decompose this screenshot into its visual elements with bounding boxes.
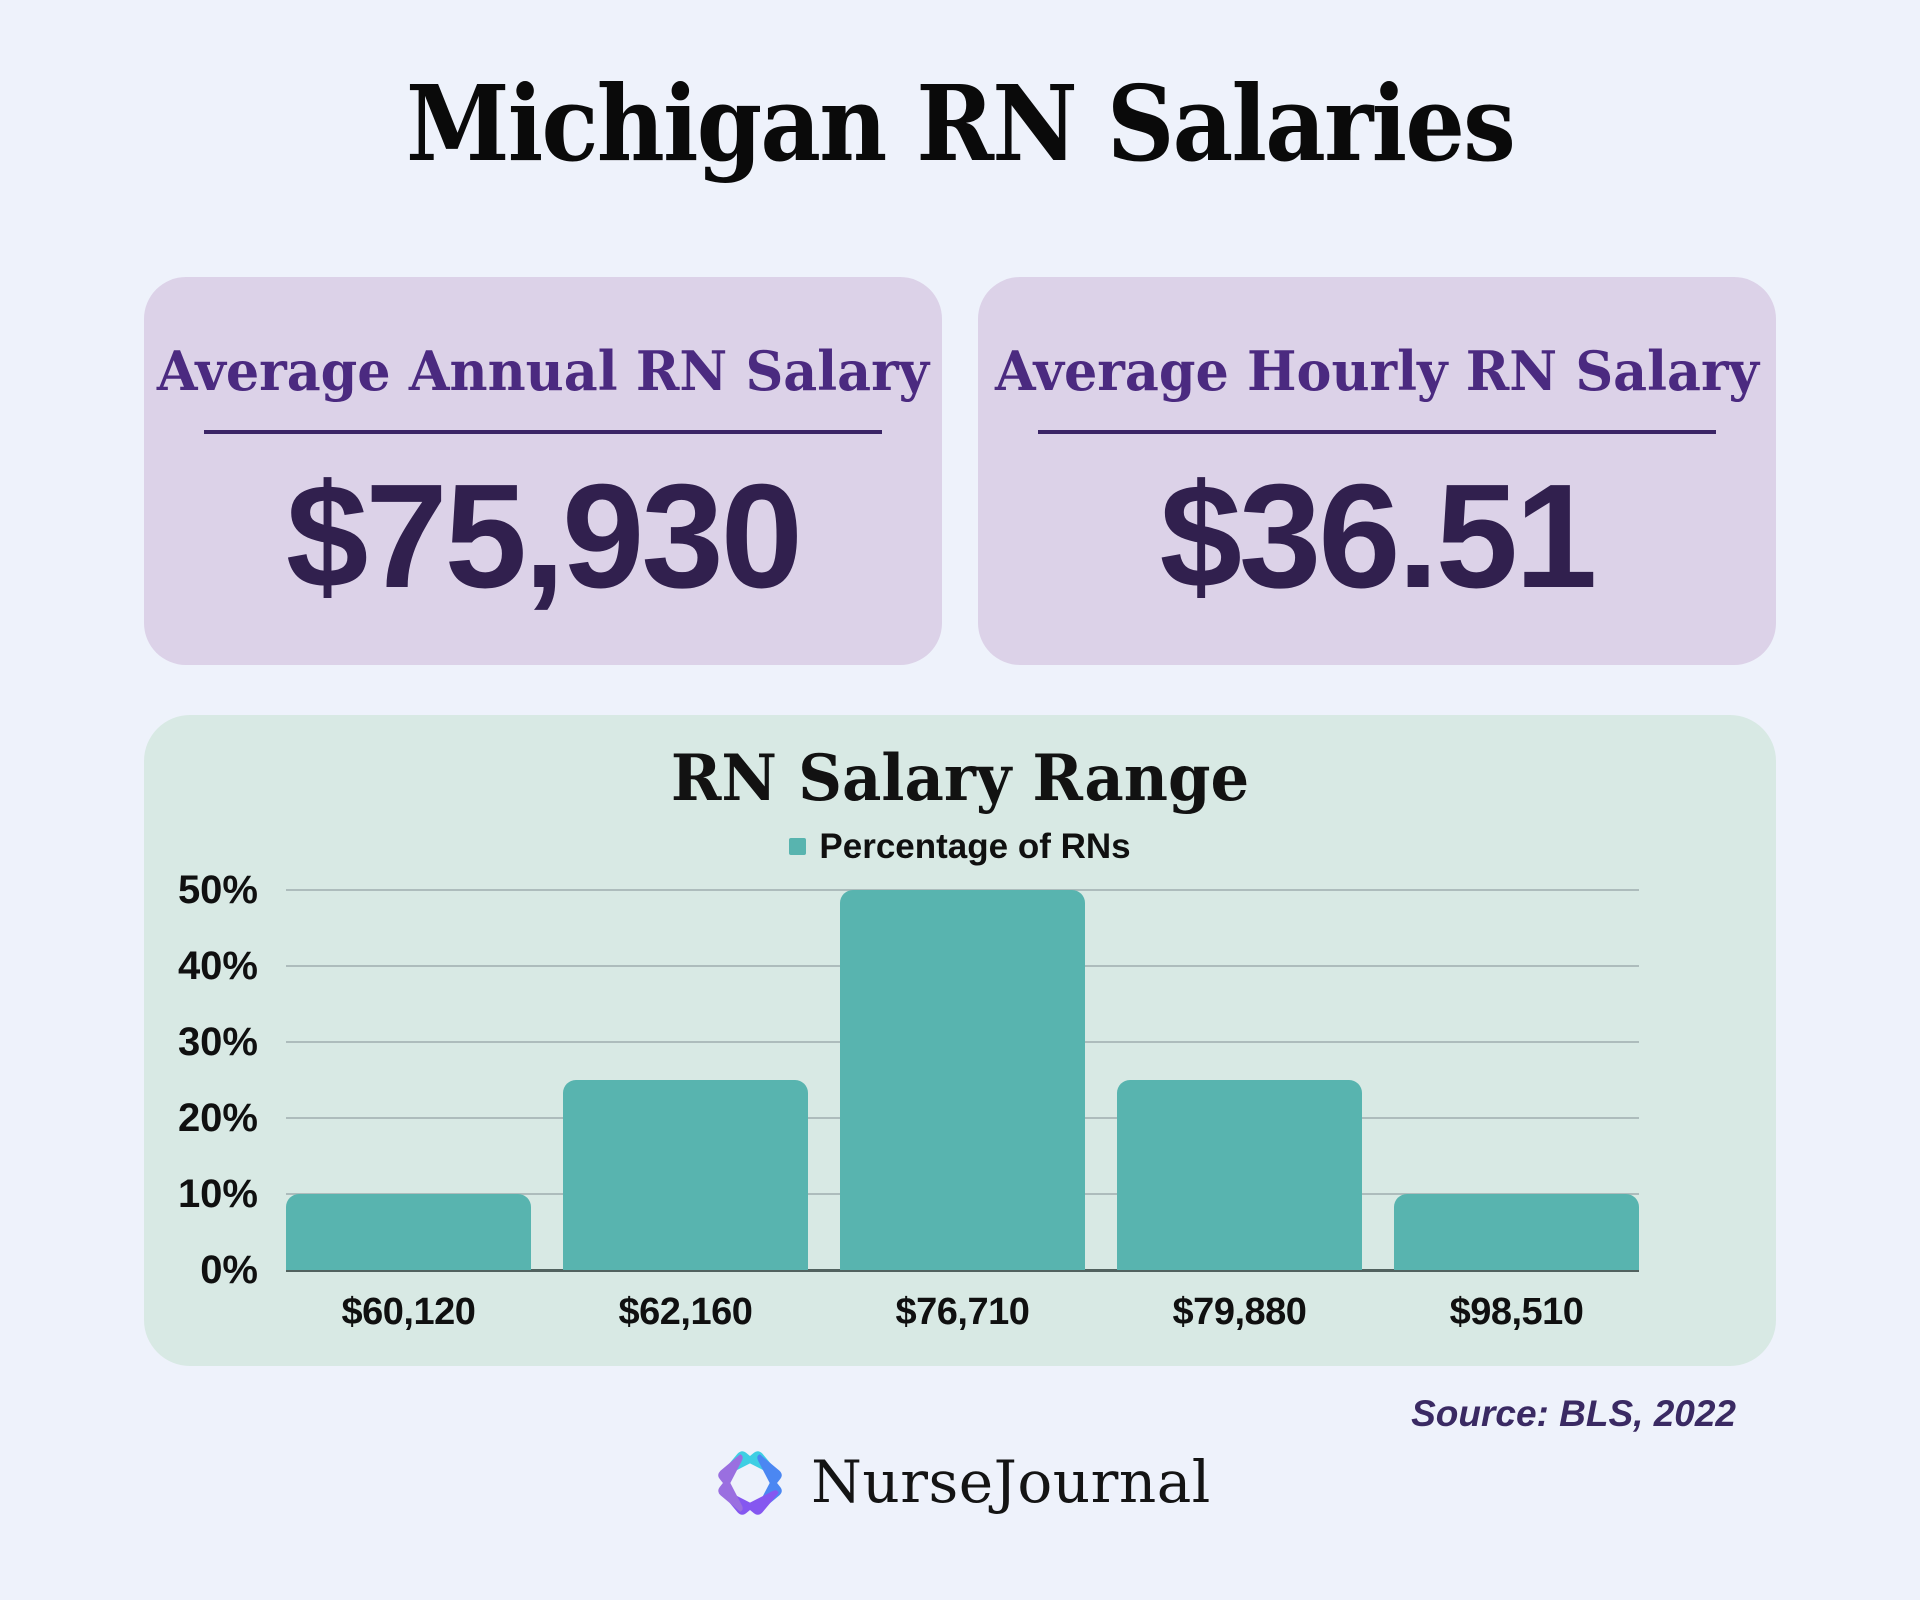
x-axis-labels: $60,120 $62,160 $76,710 $79,880 $98,510: [286, 1290, 1639, 1336]
stat-cards: Average Annual RN Salary $75,930 Average…: [144, 277, 1776, 666]
bar-62160: [563, 1079, 808, 1270]
stat-card-annual-value: $75,930: [286, 453, 803, 619]
nursejournal-logo-icon: [718, 1451, 782, 1515]
stat-card-hourly-value: $36.51: [1159, 453, 1598, 619]
logo-text: NurseJournal: [811, 1448, 1211, 1517]
infographic: Michigan RN Salaries Average Annual RN S…: [0, 62, 1920, 1524]
page-title: Michigan RN Salaries: [405, 62, 1516, 185]
y-tick-0: 0%: [200, 1247, 258, 1292]
y-tick-40: 40%: [177, 943, 258, 988]
stat-card-hourly: Average Hourly RN Salary $36.51: [978, 277, 1776, 666]
bars: [286, 889, 1639, 1270]
bar-76710: [840, 889, 1085, 1270]
stat-card-annual: Average Annual RN Salary $75,930: [144, 277, 942, 666]
y-tick-20: 20%: [177, 1095, 258, 1140]
bar-60120: [286, 1193, 531, 1270]
legend-label: Percentage of RNs: [819, 827, 1131, 867]
x-label-79880: $79,880: [1172, 1290, 1307, 1333]
bar-79880: [1117, 1079, 1362, 1270]
y-tick-30: 30%: [177, 1019, 258, 1064]
chart-title: RN Salary Range: [670, 741, 1250, 817]
stat-card-annual-divider: [203, 429, 883, 434]
y-tick-50: 50%: [177, 867, 258, 912]
bar-98510: [1394, 1193, 1639, 1270]
y-tick-10: 10%: [177, 1171, 258, 1216]
legend-swatch-icon: [789, 838, 807, 856]
stat-card-hourly-divider: [1037, 429, 1717, 434]
logo: NurseJournal: [0, 1442, 1920, 1524]
x-label-98510: $98,510: [1449, 1290, 1584, 1333]
stat-card-annual-heading: Average Annual RN Salary: [156, 339, 930, 404]
chart-legend: Percentage of RNs: [144, 826, 1776, 868]
bar-chart-plot: 50% 40% 30% 20% 10% 0%: [178, 870, 1639, 1290]
x-label-62160: $62,160: [618, 1290, 753, 1333]
x-label-76710: $76,710: [895, 1290, 1030, 1333]
axis-baseline: [286, 1268, 1639, 1272]
x-label-60120: $60,120: [341, 1290, 476, 1333]
source-note: Source: BLS, 2022: [1411, 1392, 1736, 1434]
stat-card-hourly-heading: Average Hourly RN Salary: [995, 339, 1759, 404]
chart-card: RN Salary Range Percentage of RNs 50% 40%…: [144, 715, 1776, 1366]
